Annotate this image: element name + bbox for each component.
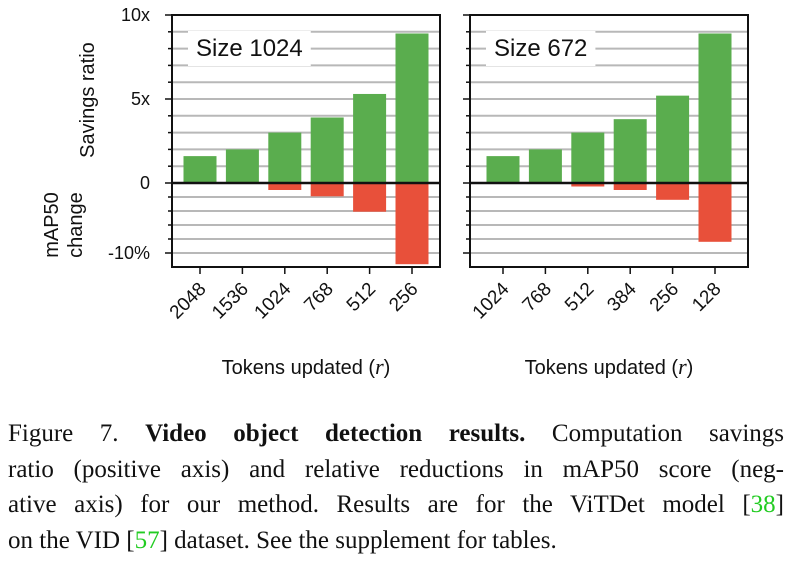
panel-title: Size 672 — [494, 35, 587, 62]
map-bar — [656, 183, 690, 200]
y-axis-label: mAP50 change — [41, 192, 87, 258]
savings-bar — [225, 149, 259, 183]
x-tick-label: 1024 — [251, 278, 296, 323]
map-bar — [395, 183, 429, 265]
y-tick-label: 10x — [121, 5, 150, 25]
caption-text: on the VID [ — [8, 526, 135, 554]
x-axis-label: Tokens updated (r) — [525, 354, 694, 379]
savings-bar — [268, 132, 302, 183]
x-tick-label: 768 — [300, 279, 337, 316]
y-tick-label: 0 — [140, 173, 150, 193]
caption-line: Figure 7. Video object detection results… — [8, 416, 784, 452]
caption-text: Figure 7. — [8, 420, 146, 447]
map-bar — [268, 183, 302, 190]
x-tick-label: 512 — [343, 279, 380, 316]
caption-text: ] — [775, 491, 784, 518]
citation: 38 — [750, 491, 776, 518]
x-axis-label-part: Tokens updated ( — [222, 357, 376, 379]
caption-line: ratio (positive axis) and relative reduc… — [8, 452, 784, 488]
caption-text: ratio (positive axis) and relative reduc… — [8, 455, 784, 483]
x-tick-label: 256 — [646, 279, 683, 316]
x-tick-label: 384 — [603, 278, 641, 316]
citation: 57 — [134, 526, 160, 554]
x-tick-label: 1536 — [208, 279, 253, 324]
x-axis-label: Tokens updated (r) — [222, 354, 391, 379]
savings-bar — [698, 33, 732, 184]
savings-bar — [183, 156, 217, 183]
x-tick-label: 256 — [385, 279, 422, 316]
y-tick-label: 5x — [131, 89, 150, 109]
savings-bar — [310, 117, 344, 183]
y-tick-label: -10% — [108, 243, 150, 263]
x-tick-label: 1024 — [469, 278, 514, 323]
x-tick-label: 2048 — [166, 279, 211, 324]
map-bar — [310, 183, 344, 197]
x-axis-label-part: r — [678, 354, 687, 379]
savings-bar — [656, 95, 690, 183]
x-tick-label: 128 — [688, 279, 725, 316]
title-box — [486, 31, 596, 66]
x-tick-label: 512 — [561, 279, 598, 316]
caption-text: ] dataset. See the supplement for tables… — [159, 526, 557, 554]
plot-frame — [171, 14, 441, 268]
map-bar — [353, 183, 387, 212]
title-group: Size 1024 — [188, 31, 311, 66]
savings-bar — [353, 93, 387, 183]
caption-text: ative axis) for our method. Results are … — [8, 491, 751, 518]
x-axis-label-part: ) — [384, 357, 391, 379]
x-tick-label: 768 — [519, 279, 556, 316]
savings-bar — [528, 149, 562, 183]
savings-bar — [613, 119, 647, 183]
title-box — [188, 31, 311, 66]
savings-bar — [395, 33, 429, 184]
x-axis-label-part: Tokens updated ( — [525, 357, 679, 379]
plot-frame — [469, 14, 749, 268]
y-axis-label: Savings ratio — [77, 42, 99, 158]
x-axis-label-part: r — [375, 354, 384, 379]
savings-bar — [486, 156, 520, 183]
caption-text: Computation savings — [525, 420, 784, 447]
title-group: Size 672 — [486, 31, 596, 66]
caption-line: on the VID [57] dataset. See the supplem… — [8, 523, 784, 559]
x-axis-label-part: ) — [687, 357, 694, 379]
map-bar — [698, 183, 732, 242]
panel-title: Size 1024 — [196, 35, 303, 62]
map-bar — [613, 183, 647, 190]
caption-line: ative axis) for our method. Results are … — [8, 487, 784, 523]
savings-bar — [571, 132, 605, 183]
caption-text: Video object detection results. — [145, 420, 526, 447]
caption: Figure 7. Video object detection results… — [8, 416, 784, 558]
map-bar — [571, 183, 605, 187]
